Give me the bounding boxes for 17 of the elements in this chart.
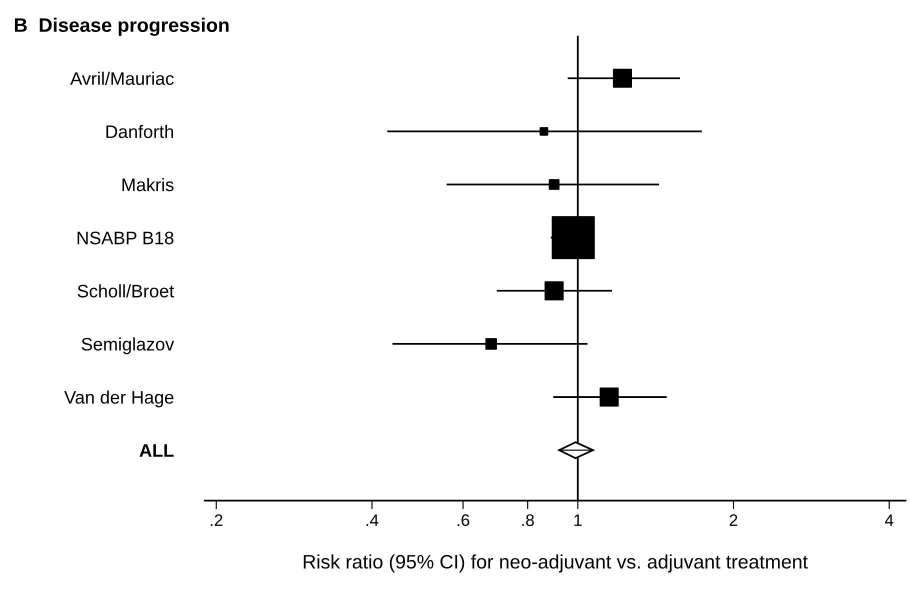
- x-tick-label: .6: [458, 514, 470, 526]
- y-tick-label: Avril/Mauriac: [70, 72, 174, 85]
- y-tick-label: Makris: [122, 178, 174, 192]
- y-tick-label: Danforth: [106, 124, 174, 138]
- y-tick-label: Scholl/Broet: [78, 284, 174, 298]
- x-tick-label: .2: [210, 514, 222, 526]
- y-tick-label: Semiglazov: [82, 337, 174, 354]
- x-tick-label: .4: [366, 514, 378, 526]
- y-tick-label: ALL: [140, 444, 174, 457]
- x-tick-label: .8: [522, 514, 534, 526]
- y-tick-label: NSABP B18: [78, 232, 174, 244]
- chart-title: B Disease progression: [14, 18, 229, 36]
- x-tick-label: 2: [730, 514, 738, 526]
- x-axis-title: Risk ratio (95% CI) for neo-adjuvant vs. adjuvant treatment: [304, 554, 808, 572]
- x-tick-label: 1: [574, 514, 582, 526]
- y-tick-label: Van der Hage: [64, 390, 174, 408]
- x-tick-label: 4: [884, 514, 894, 526]
